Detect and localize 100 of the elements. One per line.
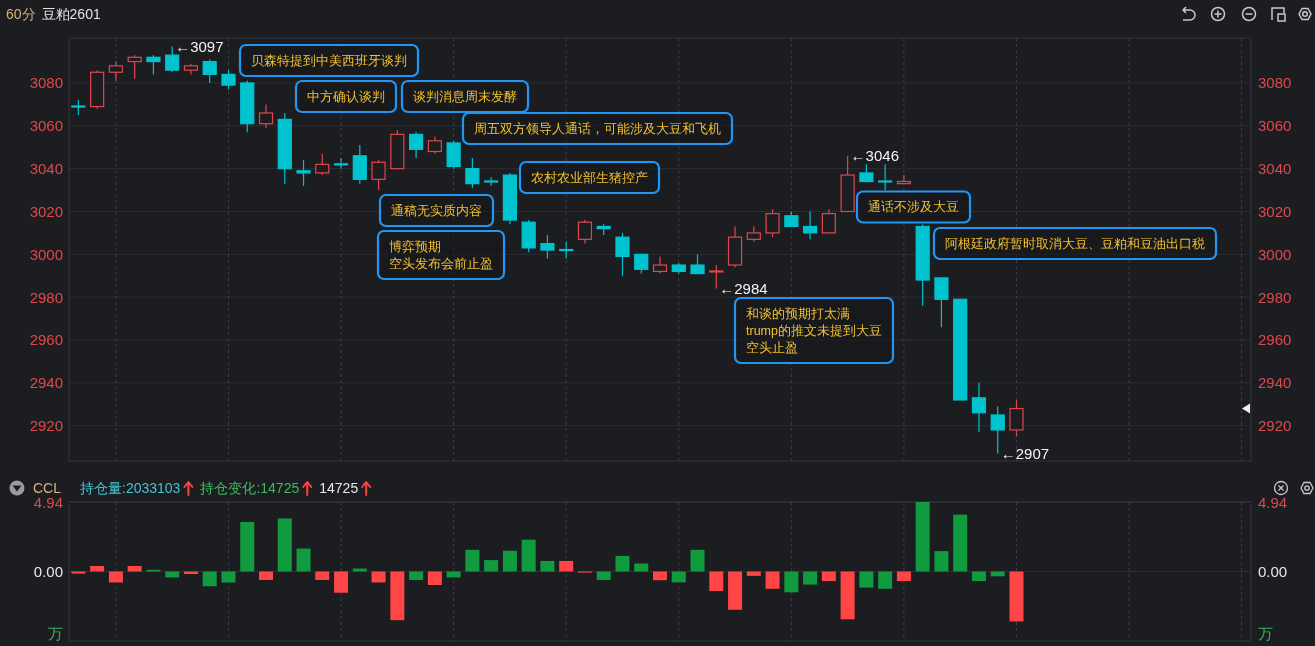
bar bbox=[709, 571, 724, 592]
bar bbox=[915, 502, 930, 572]
bar bbox=[108, 571, 123, 583]
bar bbox=[596, 571, 611, 580]
bar bbox=[296, 548, 311, 572]
bar bbox=[878, 571, 893, 589]
bar bbox=[784, 571, 799, 593]
candlestick bbox=[1009, 399, 1024, 437]
candlestick bbox=[165, 45, 180, 73]
annotation: 阿根廷政府暂时取消大豆、豆粕和豆油出口税 bbox=[945, 235, 1205, 251]
y2-tick-label: 3040 bbox=[1258, 160, 1292, 178]
bar bbox=[259, 571, 273, 580]
candlestick bbox=[990, 405, 1005, 455]
candlestick bbox=[315, 153, 330, 176]
annotation: 通稿无实质内容 bbox=[391, 202, 482, 218]
candlestick bbox=[765, 208, 780, 238]
bar bbox=[765, 571, 780, 589]
bar bbox=[221, 571, 236, 583]
text: 14725 bbox=[319, 480, 359, 496]
bar bbox=[953, 514, 968, 572]
bar bbox=[859, 571, 874, 588]
candlestick bbox=[258, 103, 274, 129]
candlestick bbox=[352, 144, 367, 185]
y2-tick-label: 3080 bbox=[1258, 74, 1292, 92]
text: 持仓变化:14725 bbox=[200, 480, 300, 496]
bar bbox=[634, 563, 649, 572]
bar bbox=[840, 571, 855, 620]
annotation: ←2907 bbox=[1000, 445, 1050, 462]
bar bbox=[427, 571, 442, 586]
y2-axis-title: 万 bbox=[1258, 624, 1273, 642]
annotation: 周五双方领导人通话，可能涉及大豆和飞机 bbox=[474, 120, 721, 136]
candlestick bbox=[690, 253, 705, 275]
bar bbox=[690, 549, 705, 572]
bar bbox=[653, 571, 667, 581]
candlestick bbox=[296, 159, 311, 187]
annotation: ←3097 bbox=[175, 38, 224, 56]
annotation: 谈判消息周末发酵 bbox=[413, 89, 517, 104]
bar bbox=[746, 571, 761, 576]
candlestick bbox=[878, 163, 893, 191]
bar bbox=[127, 566, 142, 572]
y-tick-label: 3020 bbox=[29, 202, 63, 220]
candlestick bbox=[127, 54, 142, 80]
candlestick bbox=[634, 253, 649, 275]
y-tick-label: 0.00 bbox=[33, 563, 63, 580]
annotation: ←2984 bbox=[719, 280, 768, 298]
candlestick bbox=[333, 157, 349, 170]
bar bbox=[315, 571, 330, 580]
bar bbox=[502, 550, 517, 572]
bar bbox=[90, 566, 105, 572]
bar bbox=[352, 568, 367, 572]
candlestick bbox=[446, 140, 461, 170]
y2-tick-label: 2940 bbox=[1258, 374, 1292, 392]
y-tick-label: 3080 bbox=[29, 74, 63, 92]
bar bbox=[971, 571, 986, 582]
y-tick-label: 3040 bbox=[29, 160, 63, 178]
bar bbox=[334, 571, 349, 593]
bar bbox=[559, 560, 574, 572]
candlestick bbox=[371, 159, 386, 191]
chart-title: CCL bbox=[33, 480, 62, 496]
bar bbox=[803, 571, 818, 585]
candlestick bbox=[709, 264, 724, 290]
bar bbox=[521, 539, 536, 572]
bar bbox=[371, 571, 386, 583]
bar bbox=[896, 571, 911, 582]
candlestick bbox=[615, 232, 630, 277]
bar bbox=[821, 571, 836, 582]
candlestick bbox=[896, 174, 912, 185]
bar bbox=[540, 560, 555, 572]
annotation: 博弈预期空头发布会前止盈 bbox=[389, 238, 493, 271]
candlestick bbox=[484, 176, 499, 187]
y-tick-label: 2960 bbox=[29, 331, 63, 349]
candlestick bbox=[221, 69, 236, 90]
candlestick bbox=[971, 382, 987, 433]
y-axis-title: 万 bbox=[48, 624, 63, 642]
bar bbox=[671, 571, 686, 583]
bar bbox=[728, 571, 743, 610]
bar bbox=[277, 518, 292, 572]
y2-tick-label: 4.94 bbox=[1258, 493, 1288, 511]
bar bbox=[71, 571, 86, 574]
bar bbox=[934, 551, 949, 572]
candlestick bbox=[803, 210, 818, 240]
bar bbox=[409, 571, 424, 580]
bar bbox=[615, 555, 630, 572]
y-tick-label: 2980 bbox=[29, 288, 63, 306]
y-tick-label: 3000 bbox=[29, 245, 63, 263]
y2-tick-label: 3000 bbox=[1258, 245, 1292, 263]
annotation: 农村农业部生猪控产 bbox=[531, 170, 648, 185]
bar bbox=[484, 560, 499, 572]
candlestick bbox=[409, 131, 424, 159]
y-tick-label: 3060 bbox=[29, 117, 63, 135]
chart-title: 豆粕2601 bbox=[41, 6, 101, 22]
y2-tick-label: 0.00 bbox=[1258, 563, 1288, 580]
chart-subtitle: 60分 bbox=[6, 6, 36, 22]
candlestick bbox=[146, 54, 161, 76]
y2-tick-label: 3020 bbox=[1258, 202, 1292, 220]
candlestick bbox=[652, 255, 668, 275]
bar bbox=[465, 549, 480, 572]
y2-tick-label: 2960 bbox=[1258, 331, 1292, 349]
y2-tick-label: 3060 bbox=[1258, 117, 1292, 135]
bar bbox=[240, 521, 255, 572]
